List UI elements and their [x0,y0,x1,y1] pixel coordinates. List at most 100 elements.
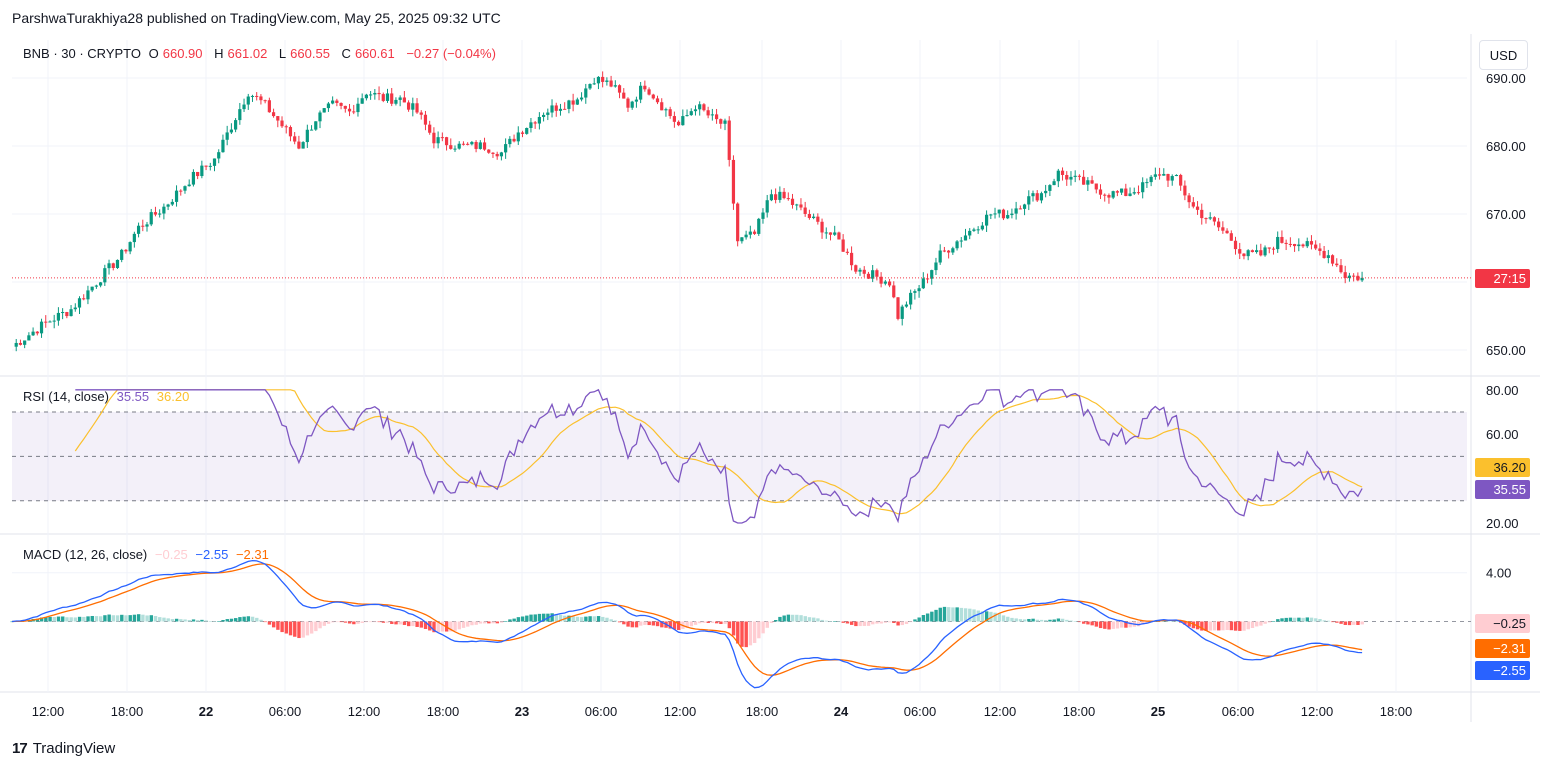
candle-body [1330,255,1335,264]
macd-histogram-bar [866,621,871,626]
currency-button[interactable]: USD [1479,40,1528,70]
candle-body [461,143,466,145]
macd-histogram-bar [959,607,964,622]
symbol-label[interactable]: BNB · 30 · CRYPTO [23,46,141,61]
macd-histogram-bar [765,621,770,628]
candle-body [1233,240,1238,250]
candle-body [406,102,411,110]
candle-body [736,203,740,242]
candle-body [419,112,423,115]
macd-histogram-bar [69,617,73,622]
macd-histogram-bar [385,621,390,623]
countdown-tag: 27:15 [1475,269,1530,288]
macd-histogram-bar [731,621,736,636]
candle-body [73,307,77,310]
macd-histogram-bar [179,619,183,622]
macd-histogram-bar [833,621,837,622]
candle-body [82,298,86,300]
candle-body [179,190,183,192]
candle-body [385,93,390,101]
candle-body [305,129,309,143]
candle-body [1339,265,1343,273]
x-tick-label: 06:00 [1222,704,1255,719]
candle-body [1145,182,1149,184]
macd-histogram-bar [504,621,508,622]
candle-body [1166,173,1170,181]
macd-histogram-bar [1280,618,1284,622]
candle-body [871,270,875,279]
macd-histogram-bar [592,616,597,622]
rsi-title[interactable]: RSI (14, close) [23,389,109,404]
macd-signal-line [11,563,1363,676]
candle-body [1212,217,1217,222]
macd-histogram-bar [461,621,466,628]
price-tick-label: 670.00 [1486,207,1526,222]
candle-body [191,171,196,185]
macd-histogram-bar [782,615,786,622]
candle-body [765,200,769,213]
candle-body [1292,243,1297,247]
candle-body [1347,275,1352,278]
macd-histogram-bar [1069,620,1073,622]
candle-body [790,198,795,205]
macd-histogram-bar [44,616,48,622]
candle-body [246,96,250,105]
candle-body [229,129,233,133]
x-tick-label: 12:00 [664,704,697,719]
candle-body [727,120,731,160]
candle-body [892,285,896,298]
candle-body [592,83,596,85]
candle-body [347,108,352,112]
macd-histogram-bar [200,619,204,622]
macd-histogram-bar [740,621,744,647]
candle-body [267,100,271,113]
low-label: L [278,46,287,61]
macd-histogram-bar [1347,621,1352,626]
macd-histogram-bar [56,616,61,622]
macd-histogram-bar [1259,621,1263,626]
candle-body [664,109,668,111]
macd-histogram-bar [795,614,799,622]
macd-histogram-bar [643,621,647,625]
candle-body [812,216,816,219]
candle-body [314,121,318,130]
macd-histogram-bar [947,607,951,622]
candle-body [714,114,719,120]
candle-body [234,120,238,130]
x-tick-label: 18:00 [111,704,144,719]
candle-body [449,145,453,149]
candle-body [875,270,879,277]
macd-histogram-bar [98,616,103,622]
rsi-ma-line [74,389,1363,515]
candles [14,71,1364,352]
macd-histogram-bar [605,617,609,622]
candle-body [828,232,833,235]
candle-body [1027,196,1031,205]
candle-body [474,141,478,149]
macd-histogram-bar [35,618,40,622]
macd-histogram-bar [828,621,833,622]
candle-body [1090,180,1094,184]
candle-body [563,108,567,110]
candle-body [685,115,689,117]
candle-body [1301,244,1305,247]
rsi-value: 35.55 [116,389,150,404]
macd-histogram-bar [1335,621,1339,623]
candle-body [453,148,457,150]
macd-histogram-bar [584,616,588,622]
candle-body [369,94,373,96]
candle-body [318,112,322,122]
candle-body [1309,241,1314,245]
tradingview-footer[interactable]: 17 TradingView [12,740,115,757]
macd-histogram-bar [579,617,584,622]
x-tick-label: 18:00 [746,704,779,719]
macd-histogram-bar [913,619,917,622]
macd-title[interactable]: MACD (12, 26, close) [23,547,148,562]
candle-body [390,93,394,104]
candle-body [972,229,976,231]
open-label: O [148,46,159,61]
candle-body [921,278,925,289]
macd-histogram-bar [208,621,213,622]
candle-body [470,141,474,145]
